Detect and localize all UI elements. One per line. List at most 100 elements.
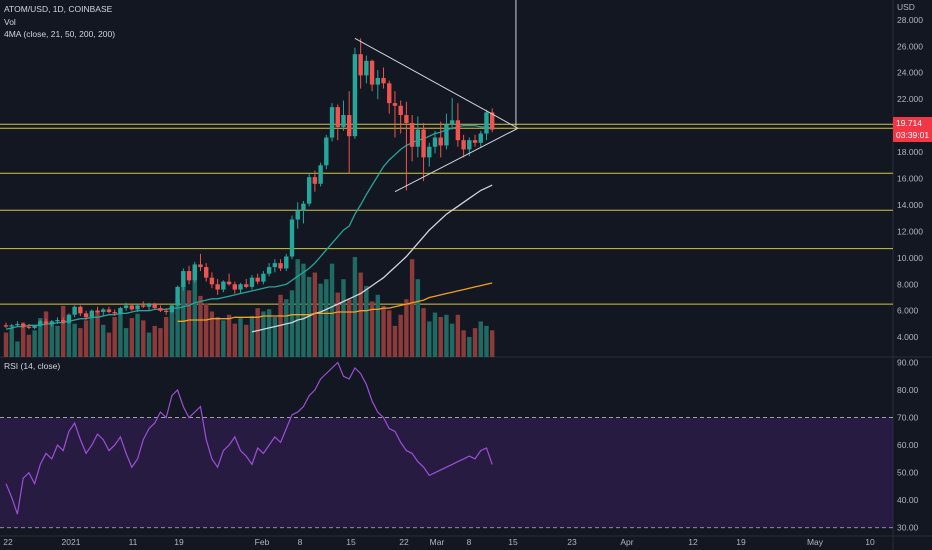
volume-bar [106,332,112,357]
candle-body [341,115,346,127]
candle-body [146,304,152,307]
price-tick-label: 26.000 [897,41,923,51]
candle-body [318,165,323,184]
time-tick-label: 10 [865,537,875,547]
candle-body [9,325,14,327]
candle-body [358,54,363,76]
candle-body [438,137,443,146]
candle-body [387,83,392,104]
price-tick-label: 14.000 [897,200,923,210]
volume-bar [152,325,157,357]
bar-countdown: 03:39:01 [896,130,930,140]
volume-bar [272,317,278,357]
volume-bar [9,328,14,357]
time-tick-label: 2021 [62,537,81,547]
legend-rsi[interactable]: RSI (14, close) [4,361,61,371]
volume-bar [398,314,403,357]
volume-bar [409,259,415,357]
candle-body [163,310,169,313]
rsi-tick-label: 60.00 [897,440,919,450]
volume-bar [329,263,335,357]
volume-bar [352,257,358,357]
candle-body [392,103,398,106]
candle-body [461,140,466,150]
candle-body [347,115,352,137]
rsi-axis[interactable]: 30.00 40.00 50.00 60.00 70.00 80.00 90.00 [897,358,919,533]
volume-bars [3,257,495,357]
volume-bar [32,330,37,357]
triangle-lower-line [394,127,519,193]
candle-body [289,219,295,257]
legend-symbol[interactable]: ATOM/USD, 1D, COINBASE [4,4,113,14]
legend-ma[interactable]: 4MA (close, 21, 50, 200, 200) [4,29,116,39]
moving-averages [5,124,493,333]
volume-bar [324,279,329,357]
candle-body [152,304,157,309]
candle-body [472,140,478,143]
volume-bar [66,317,72,357]
rsi-tick-label: 50.00 [897,468,919,478]
candle-body [72,306,77,315]
candle-body [26,326,32,328]
triangle-pattern[interactable] [354,0,519,193]
candle-body [409,122,415,147]
volume-bar [95,310,100,357]
volume-bar [369,301,375,357]
candle-body [83,313,89,318]
candle-body [38,321,43,326]
time-axis[interactable]: 22 2021 11 19 Feb 8 15 22 Mar 8 15 23 Apr 12 19 May 10 [3,537,875,547]
candle-body [272,263,278,268]
last-price-tag: 19.714 03:39:01 [893,117,932,142]
candle-body [266,267,272,274]
volume-bar [221,320,226,357]
rsi-tick-label: 80.00 [897,385,919,395]
candle-body [404,115,409,123]
candle-body [284,256,289,269]
volume-bar [306,277,312,357]
candle-body [181,271,186,287]
candle-body [490,112,495,130]
candle-body [249,277,255,287]
volume-bar [318,283,323,357]
candle-body [444,124,449,146]
rsi-tick-label: 30.00 [897,523,919,533]
volume-bar [89,314,94,357]
volume-bar [72,323,77,357]
volume-bar [38,318,43,357]
price-axis[interactable]: USD 4.000 6.000 8.000 10.000 12.000 14.000 16.0… [897,2,923,342]
volume-bar [15,341,20,357]
volume-bar [163,317,169,357]
price-tick-label: 16.000 [897,174,923,184]
volume-bar [364,285,369,357]
volume-bar [129,318,135,357]
volume-bar [375,294,380,357]
time-tick-label: May [807,537,824,547]
candle-body [135,305,140,310]
volume-bar [186,290,192,357]
candle-body [158,308,163,311]
volume-bar [175,299,180,357]
candle-body [3,325,9,327]
candle-body [209,277,215,285]
volume-bar [461,330,466,357]
time-tick-label: Apr [620,537,633,547]
candle-body [352,54,358,137]
candle-body [66,314,72,323]
volume-bar [335,292,340,357]
candle-body [61,319,66,323]
time-tick-label: Feb [255,537,270,547]
candle-body [369,60,375,85]
candle-body [221,281,226,290]
rsi-line [0,361,893,529]
time-tick-label: 22 [399,537,409,547]
volume-bar [392,325,398,357]
volume-bar [192,270,197,357]
volume-bar [289,290,295,357]
volume-bar [490,330,495,357]
time-tick-label: 15 [346,537,356,547]
volume-bar [301,263,306,357]
legend-volume[interactable]: Vol [4,17,16,27]
candle-body [364,60,369,76]
candle-body [112,312,117,314]
